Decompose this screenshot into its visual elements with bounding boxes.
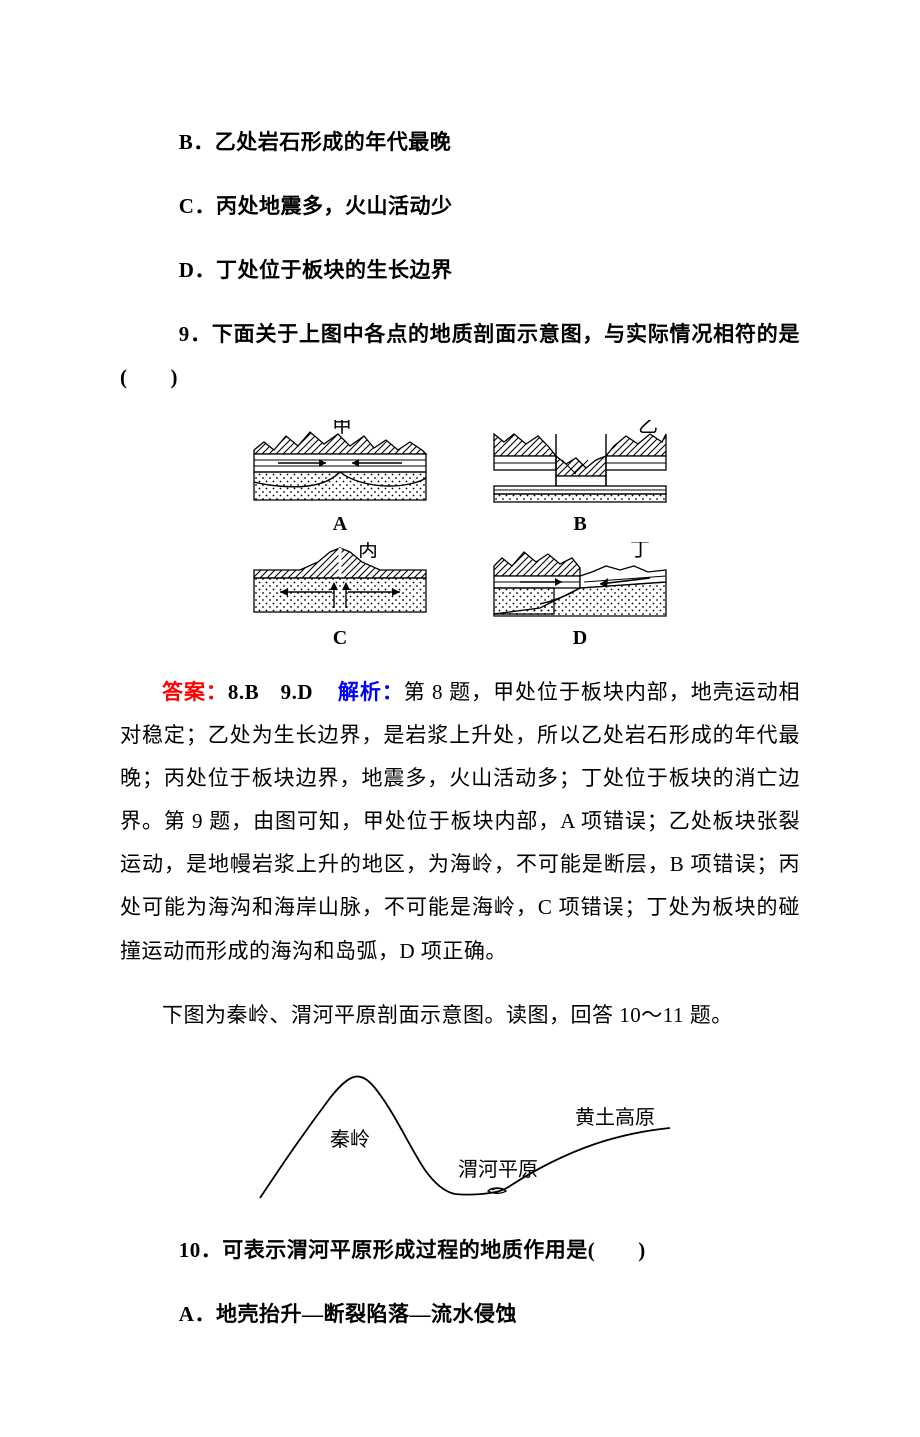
q9-fig-b: 乙 B	[480, 420, 680, 536]
q9-fig-c: 丙 C	[240, 542, 440, 650]
label-jia: 甲	[332, 420, 352, 437]
diagram-ding: 丁	[480, 542, 680, 625]
option-b-text: B．乙处岩石形成的年代最晚	[179, 130, 452, 154]
diagram-jia: 甲	[240, 420, 440, 511]
jiexi-text: 第 8 题，甲处位于板块内部，地壳运动相对稳定；乙处为生长边界，是岩浆上升处，所…	[120, 680, 800, 962]
answer-prefix: 答案：	[162, 681, 228, 704]
q9-fig-d: 丁 D	[480, 542, 680, 650]
answer-values: 8.B 9.D	[228, 680, 313, 704]
label-loess: 黄土高原	[575, 1106, 655, 1129]
q9-fig-a: 甲 A	[240, 420, 440, 536]
option-c: C．丙处地震多，火山活动少	[120, 185, 800, 228]
q10-11-intro: 下图为秦岭、渭河平原剖面示意图。读图，回答 10～11 题。	[120, 994, 800, 1037]
q9-figures-row2: 丙 C	[120, 542, 800, 650]
label-yi: 乙	[638, 420, 658, 437]
label-ding: 丁	[630, 542, 650, 561]
q9-figures-row1: 甲 A	[120, 420, 800, 536]
q9-stem: 9．下面关于上图中各点的地质剖面示意图，与实际情况相符的是( )	[120, 313, 800, 399]
label-weihe: 渭河平原	[458, 1158, 538, 1181]
fig-letter-c: C	[333, 627, 347, 650]
fig-letter-a: A	[333, 513, 347, 536]
label-qinling: 秦岭	[330, 1128, 370, 1151]
q10-option-a: A．地壳抬升—断裂陷落—流水侵蚀	[120, 1293, 800, 1336]
option-d-text: D．丁处位于板块的生长边界	[179, 258, 453, 282]
fig-letter-d: D	[573, 627, 587, 650]
q10-stem: 10．可表示渭河平原形成过程的地质作用是( )	[120, 1229, 800, 1272]
label-bing: 丙	[358, 542, 378, 561]
q10-option-a-text: A．地壳抬升—断裂陷落—流水侵蚀	[179, 1302, 517, 1326]
option-b: B．乙处岩石形成的年代最晚	[120, 121, 800, 164]
fig-letter-b: B	[573, 513, 586, 536]
diagram-bing: 丙	[240, 542, 440, 625]
jiexi-label: 解析：	[338, 681, 404, 704]
answer-paragraph: 答案：8.B 9.D 解析：第 8 题，甲处位于板块内部，地壳运动相对稳定；乙处…	[120, 671, 800, 972]
option-d: D．丁处位于板块的生长边界	[120, 249, 800, 292]
profile-figure: 秦岭 渭河平原 黄土高原	[120, 1058, 800, 1208]
document-page: B．乙处岩石形成的年代最晚 C．丙处地震多，火山活动少 D．丁处位于板块的生长边…	[0, 0, 920, 1437]
diagram-yi: 乙	[480, 420, 680, 511]
option-c-text: C．丙处地震多，火山活动少	[179, 194, 453, 218]
